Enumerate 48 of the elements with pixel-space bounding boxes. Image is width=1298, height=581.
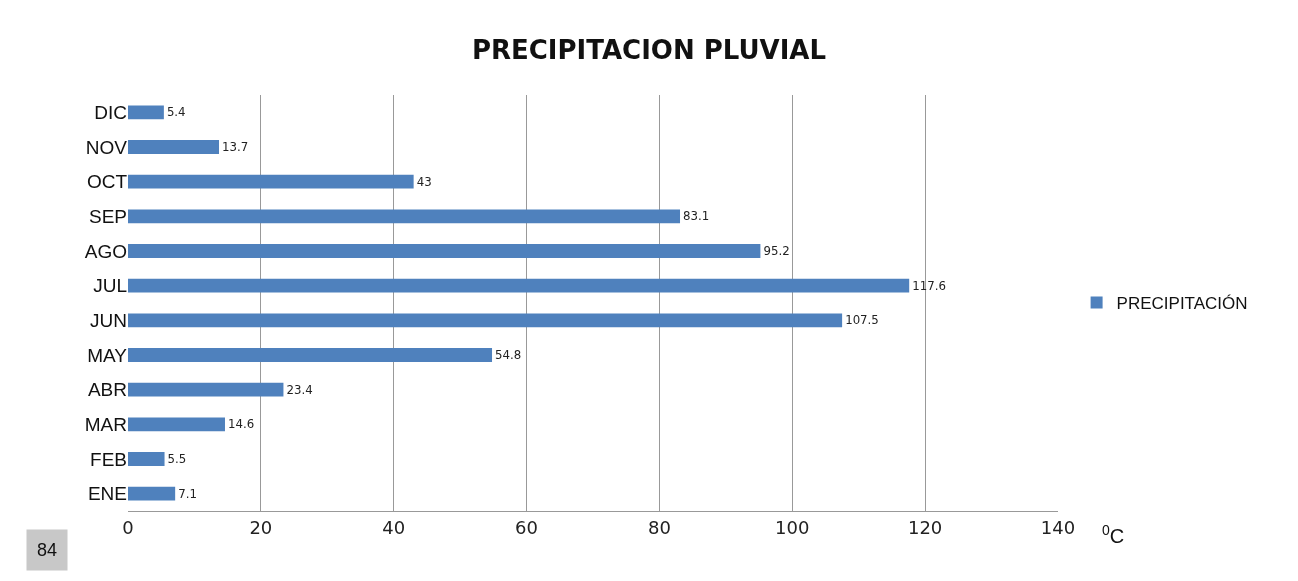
y-tick-label: MAY	[87, 344, 128, 366]
x-tick-label: 60	[515, 516, 539, 538]
chart-title: PRECIPITACION PLUVIAL	[471, 34, 827, 65]
y-tick-label: DIC	[94, 101, 127, 123]
data-label: 5.4	[166, 105, 186, 120]
bar	[128, 244, 761, 258]
data-label: 95.2	[763, 244, 790, 259]
data-label: 107.5	[845, 313, 879, 328]
data-label: 23.4	[286, 382, 313, 397]
bar	[128, 486, 176, 501]
y-tick-label: JUN	[90, 309, 127, 331]
bar	[128, 417, 225, 432]
legend-label: PRECIPITACIÓN	[1116, 294, 1248, 314]
y-tick-label: AGO	[84, 240, 127, 262]
y-tick-label: SEP	[88, 205, 127, 227]
bar	[128, 452, 165, 466]
text: 84	[37, 540, 58, 560]
data-label: 13.7	[222, 140, 249, 155]
bar	[128, 140, 220, 154]
data-label: 83.1	[683, 209, 710, 224]
y-tick-label: MAR	[84, 413, 127, 435]
bar	[128, 348, 493, 362]
bar	[128, 105, 164, 120]
bar	[128, 278, 910, 293]
data-label: 5.5	[167, 452, 187, 467]
x-tick-label: 100	[775, 516, 810, 538]
y-tick-label: NOV	[85, 136, 128, 158]
bar	[128, 313, 843, 328]
y-tick-label: ABR	[87, 379, 127, 401]
x-axis-title: $^{0}$C	[1102, 522, 1125, 548]
data-label: 7.1	[178, 486, 197, 501]
bar	[128, 382, 284, 397]
y-tick-label: OCT	[86, 171, 128, 193]
y-tick-label: JUL	[93, 275, 127, 297]
bar	[128, 174, 414, 189]
data-label: 43	[416, 174, 432, 189]
x-tick-label: 120	[907, 516, 943, 538]
y-tick-label: ENE	[87, 483, 127, 505]
x-tick-label: 80	[647, 516, 671, 538]
data-label: 14.6	[228, 417, 255, 432]
x-tick-label: 20	[249, 516, 273, 538]
bar	[128, 209, 681, 224]
data-label: 117.6	[912, 278, 946, 293]
data-label: 54.8	[495, 348, 522, 363]
x-tick-label: 0	[122, 516, 134, 538]
y-tick-label: FEB	[90, 448, 127, 470]
x-tick-label: 40	[382, 516, 406, 538]
x-tick-label: 140	[1040, 516, 1076, 538]
